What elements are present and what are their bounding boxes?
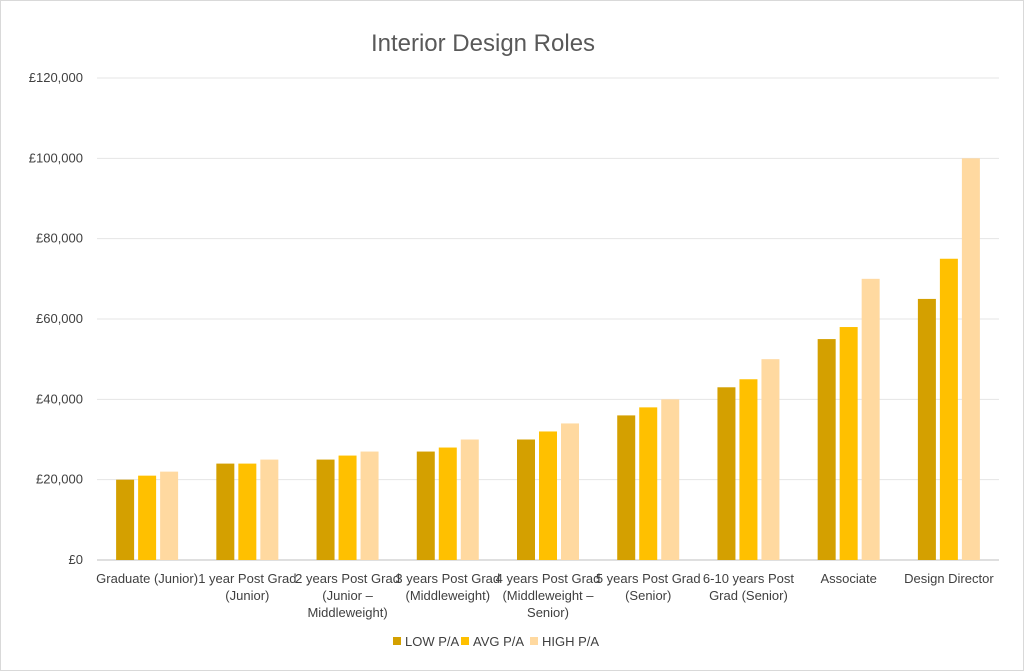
bar [138, 476, 156, 560]
bar [238, 464, 256, 560]
bar [517, 440, 535, 561]
bar [739, 379, 757, 560]
x-category-label: 4 years Post Grad (Middleweight – Senior) [496, 571, 601, 620]
legend-swatch [461, 637, 469, 645]
bar [918, 299, 936, 560]
bar [160, 472, 178, 560]
legend-swatch [530, 637, 538, 645]
legend-swatch [393, 637, 401, 645]
chart-title: Interior Design Roles [371, 30, 595, 57]
bar [761, 359, 779, 560]
x-category-label: Associate [820, 571, 876, 586]
bar [840, 327, 858, 560]
x-category-label: 2 years Post Grad (Junior – Middleweight) [295, 571, 400, 620]
bar-chart: Interior Design Roles £0 £20,000 £40,000 £6… [1, 1, 1023, 670]
bar [561, 423, 579, 560]
y-tick-label: £0 [69, 552, 83, 567]
x-category-label: 5 years Post Grad (Senior) [596, 571, 701, 603]
y-tick-label: £60,000 [36, 311, 83, 326]
y-tick-label: £100,000 [29, 150, 83, 165]
bar [661, 399, 679, 560]
bar [317, 460, 335, 560]
x-category-label: Graduate (Junior) [96, 571, 198, 586]
bar [417, 452, 435, 560]
x-axis-labels: Graduate (Junior) 1 year Post Grad (Junior… [96, 571, 994, 620]
bar [962, 158, 980, 560]
legend: LOW P/A AVG P/A HIGH P/A [393, 634, 599, 649]
legend-label: AVG P/A [473, 634, 524, 649]
y-tick-label: £80,000 [36, 231, 83, 246]
y-axis-ticks: £0 £20,000 £40,000 £60,000 £80,000 £100,000 £1… [29, 70, 83, 567]
y-tick-label: £120,000 [29, 70, 83, 85]
bar [260, 460, 278, 560]
bar [539, 431, 557, 560]
bar [461, 440, 479, 561]
bar [339, 456, 357, 560]
bar [617, 415, 635, 560]
legend-label: HIGH P/A [542, 634, 599, 649]
x-category-label: Design Director [904, 571, 994, 586]
x-category-label: 6-10 years Post Grad (Senior) [703, 571, 794, 603]
bar [940, 259, 958, 560]
legend-label: LOW P/A [405, 634, 460, 649]
bar [639, 407, 657, 560]
x-category-label: 3 years Post Grad (Middleweight) [395, 571, 500, 603]
bar [216, 464, 234, 560]
bar [717, 387, 735, 560]
bar [116, 480, 134, 560]
y-tick-label: £20,000 [36, 472, 83, 487]
bar [862, 279, 880, 560]
y-tick-label: £40,000 [36, 391, 83, 406]
bar [818, 339, 836, 560]
x-category-label: 1 year Post Grad (Junior) [198, 571, 296, 603]
bar [439, 448, 457, 560]
chart-frame: Interior Design Roles £0 £20,000 £40,000 £6… [0, 0, 1024, 671]
bar [361, 452, 379, 560]
bars [116, 158, 980, 560]
